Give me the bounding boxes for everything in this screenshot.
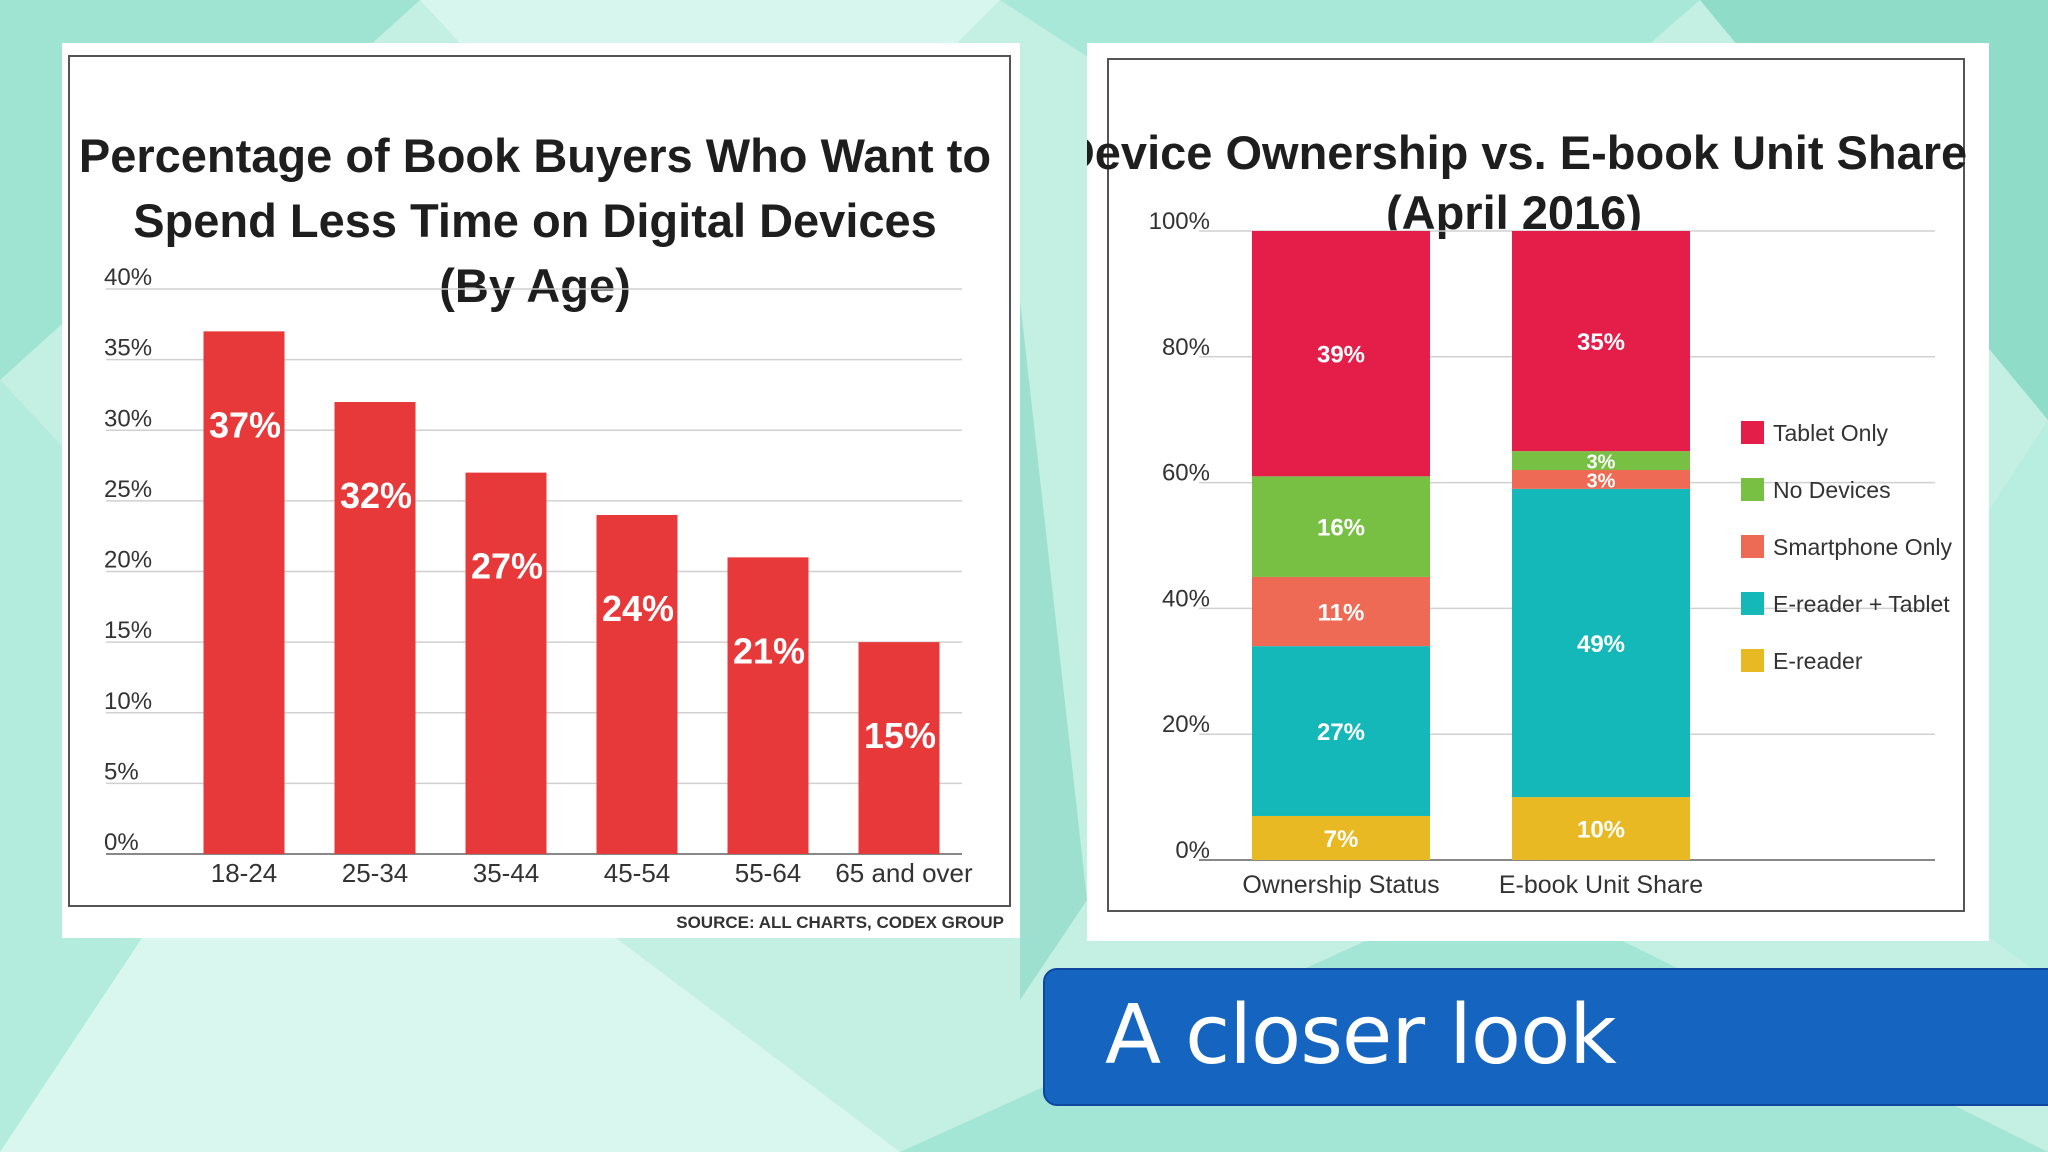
age-bar-chart: Percentage of Book Buyers Who Want to Sp… (68, 55, 1011, 932)
segment-value-label: 35% (1577, 329, 1625, 356)
y-tick-label: 0% (1175, 837, 1210, 864)
bar-value-label: 27% (471, 546, 543, 587)
y-tick-label: 40% (104, 264, 152, 291)
x-tick-label: 35-44 (473, 858, 540, 888)
segment-value-label: 3% (1587, 470, 1616, 492)
y-tick-label: 80% (1162, 334, 1210, 361)
x-tick-label: E-book Unit Share (1499, 871, 1703, 899)
y-tick-label: 40% (1162, 585, 1210, 612)
y-tick-label: 10% (104, 688, 152, 715)
legend-label: No Devices (1773, 477, 1891, 503)
segment-value-label: 39% (1317, 342, 1365, 369)
y-tick-label: 35% (104, 335, 152, 362)
section-banner: A closer look (1043, 968, 2048, 1106)
x-tick-label: 25-34 (342, 858, 409, 888)
bar-value-label: 15% (864, 715, 936, 756)
segment-value-label: 3% (1587, 452, 1616, 474)
chart-frame (1107, 58, 1965, 912)
y-tick-label: 30% (104, 405, 152, 432)
chart-title-line-1: Device Ownership vs. E-book Unit Share (1087, 126, 1967, 179)
legend-label: Smartphone Only (1773, 534, 1952, 560)
stacked-segment (1252, 815, 1430, 860)
segment-value-label: 49% (1577, 631, 1625, 658)
stacked-segment (1252, 646, 1430, 816)
chart-title-line-3: (By Age) (439, 259, 631, 312)
segment-value-label: 7% (1324, 826, 1359, 853)
chart-title-line-2: (April 2016) (1386, 186, 1642, 239)
legend-swatch (1741, 649, 1764, 672)
x-tick-label: 65 and over (835, 858, 973, 888)
bar-value-label: 24% (602, 588, 674, 629)
chart-title-line-1: Percentage of Book Buyers Who Want to (79, 129, 991, 182)
x-tick-label: 55-64 (735, 858, 802, 888)
x-tick-label: 45-54 (604, 858, 671, 888)
stacked-segment (1252, 476, 1430, 577)
bar (858, 642, 940, 854)
segment-value-label: 10% (1577, 817, 1625, 844)
x-tick-label: 18-24 (211, 858, 278, 888)
chart-title-line-2: Spend Less Time on Digital Devices (133, 194, 937, 247)
stacked-segment (1512, 488, 1690, 798)
y-tick-label: 5% (104, 758, 139, 785)
legend-label: E-reader (1773, 648, 1863, 674)
y-tick-label: 25% (104, 476, 152, 503)
bar (465, 472, 547, 854)
bar-value-label: 37% (209, 404, 281, 445)
legend-swatch (1741, 478, 1764, 501)
stacked-segment (1512, 451, 1690, 471)
device-stacked-chart: Device Ownership vs. E-book Unit Share (… (1087, 58, 1967, 912)
stacked-segment (1512, 797, 1690, 860)
bar (203, 331, 285, 854)
legend-swatch (1741, 421, 1764, 444)
y-tick-label: 0% (104, 829, 139, 856)
y-tick-label: 20% (104, 547, 152, 574)
stacked-segment (1252, 576, 1430, 647)
segment-value-label: 16% (1317, 515, 1365, 542)
y-tick-label: 100% (1149, 208, 1210, 235)
bar (334, 402, 416, 854)
chart-frame (68, 55, 1011, 907)
x-tick-label: Ownership Status (1242, 871, 1439, 899)
y-tick-label: 60% (1162, 460, 1210, 487)
stacked-segment (1252, 231, 1430, 477)
bar (727, 557, 809, 854)
device-chart-panel: Device Ownership vs. E-book Unit Share (… (1087, 43, 1989, 941)
stacked-segment (1512, 231, 1690, 452)
bar-value-label: 32% (340, 475, 412, 516)
segment-value-label: 27% (1317, 719, 1365, 746)
legend-label: E-reader + Tablet (1773, 591, 1950, 617)
bar-value-label: 21% (733, 630, 805, 671)
banner-title: A closer look (1105, 988, 1617, 1083)
age-chart-panel: Percentage of Book Buyers Who Want to Sp… (62, 43, 1020, 938)
chart-source-note: SOURCE: ALL CHARTS, CODEX GROUP (676, 913, 1004, 932)
legend-swatch (1741, 535, 1764, 558)
y-tick-label: 20% (1162, 711, 1210, 738)
stacked-segment (1512, 470, 1690, 489)
bar (596, 515, 678, 854)
y-tick-label: 15% (104, 617, 152, 644)
legend-label: Tablet Only (1773, 420, 1889, 446)
legend-swatch (1741, 592, 1764, 615)
segment-value-label: 11% (1318, 600, 1365, 627)
